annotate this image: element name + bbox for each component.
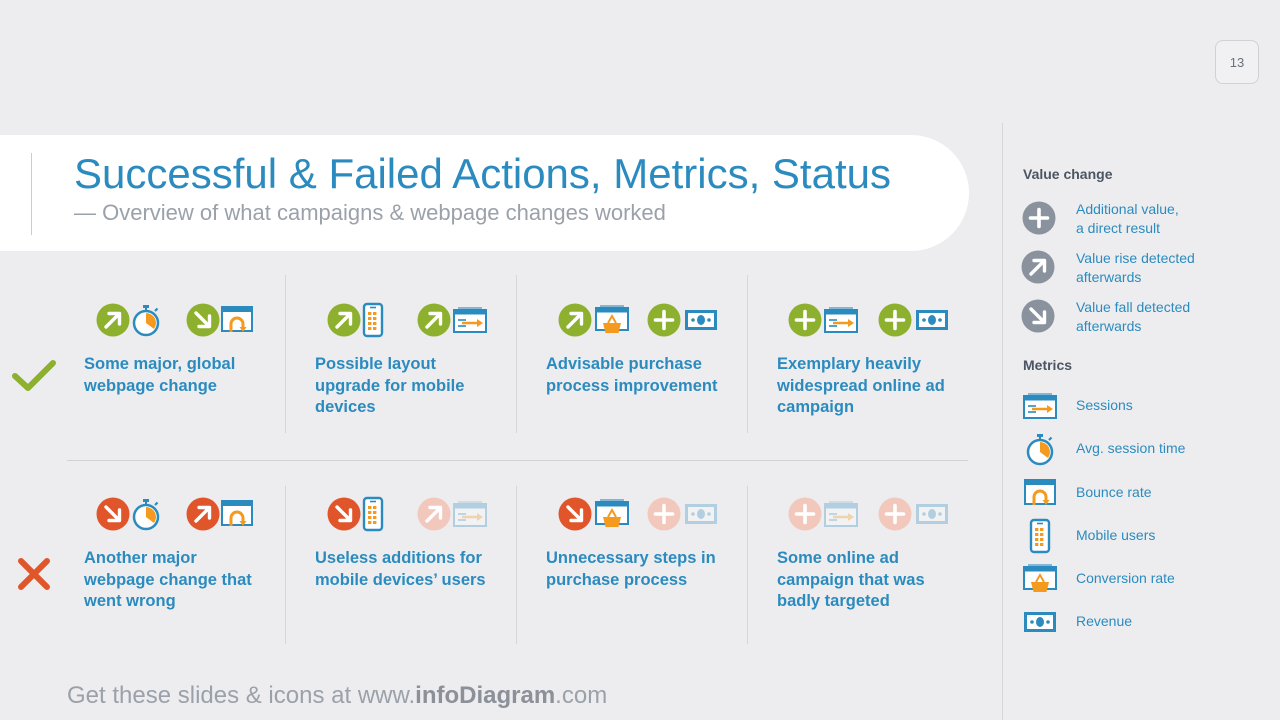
plus-icon bbox=[787, 496, 823, 532]
column-divider bbox=[516, 486, 517, 644]
plus-icon bbox=[646, 302, 682, 338]
fail-label: Some online ad campaign that was badly t… bbox=[777, 549, 925, 610]
sidebar-divider bbox=[1002, 123, 1003, 720]
arrow-down-right-icon bbox=[185, 302, 221, 338]
mobile-phone-icon bbox=[355, 302, 391, 338]
stopwatch-icon bbox=[128, 496, 164, 532]
mobile-phone-icon bbox=[1022, 518, 1058, 554]
banknote-icon bbox=[683, 496, 719, 532]
column-divider bbox=[516, 275, 517, 433]
footer-promo: Get these slides & icons at www.infoDiag… bbox=[67, 682, 607, 710]
sessions-icon bbox=[452, 302, 488, 338]
legend-label: Value fall detected afterwards bbox=[1076, 299, 1191, 334]
legend-label: Value rise detected afterwards bbox=[1076, 250, 1195, 285]
success-label: Exemplary heavily widespread online ad c… bbox=[777, 355, 945, 416]
column-divider bbox=[285, 486, 286, 644]
stopwatch-icon bbox=[1022, 431, 1058, 467]
legend-label: Revenue bbox=[1076, 613, 1133, 629]
banknote-icon bbox=[914, 302, 950, 338]
stopwatch-icon bbox=[128, 302, 164, 338]
banknote-icon bbox=[1022, 604, 1058, 640]
column-divider bbox=[747, 486, 748, 644]
bounce-rate-icon bbox=[1022, 475, 1058, 511]
arrow-up-right-icon bbox=[416, 496, 452, 532]
footer-suffix: .com bbox=[555, 682, 608, 709]
legend-label: Conversion rate bbox=[1076, 570, 1175, 586]
legend-metrics-heading: Metrics bbox=[1023, 357, 1073, 373]
plus-icon bbox=[787, 302, 823, 338]
bounce-rate-icon bbox=[219, 496, 255, 532]
arrow-down-right-icon bbox=[95, 496, 131, 532]
fail-label: Another major webpage change that went w… bbox=[84, 549, 252, 610]
conversion-basket-icon bbox=[594, 302, 630, 338]
banknote-icon bbox=[914, 496, 950, 532]
arrow-down-right-icon bbox=[1020, 298, 1056, 334]
arrow-up-right-icon bbox=[416, 302, 452, 338]
legend-label: Avg. session time bbox=[1076, 440, 1186, 456]
legend-item-revenue: Revenue bbox=[1020, 604, 1270, 644]
legend-item-value-fall: Value fall detected afterwards bbox=[1020, 298, 1270, 338]
plus-icon bbox=[1021, 200, 1057, 236]
row-divider bbox=[67, 460, 968, 461]
sessions-icon bbox=[452, 496, 488, 532]
legend-item-mobile-users: Mobile users bbox=[1020, 518, 1270, 558]
success-label: Some major, global webpage change bbox=[84, 355, 236, 395]
page-subtitle: — Overview of what campaigns & webpage c… bbox=[74, 200, 666, 225]
legend-label: Sessions bbox=[1076, 397, 1133, 413]
banknote-icon bbox=[683, 302, 719, 338]
arrow-up-right-icon bbox=[557, 302, 593, 338]
plus-icon bbox=[877, 302, 913, 338]
fail-label: Useless additions for mobile devices’ us… bbox=[315, 549, 486, 589]
title-banner bbox=[0, 135, 969, 251]
legend-label: Additional value, a direct result bbox=[1076, 201, 1179, 236]
column-divider bbox=[747, 275, 748, 433]
column-divider bbox=[285, 275, 286, 433]
footer-prefix: Get these slides & icons at www. bbox=[67, 682, 416, 709]
success-label: Advisable purchase process improvement bbox=[546, 355, 718, 395]
page-number: 13 bbox=[1215, 40, 1259, 84]
fail-label: Unnecessary steps in purchase process bbox=[546, 549, 716, 589]
arrow-up-right-icon bbox=[1020, 249, 1056, 285]
sessions-icon bbox=[823, 302, 859, 338]
legend-item-additional-value: Additional value, a direct result bbox=[1020, 200, 1270, 240]
page-title: Successful & Failed Actions, Metrics, St… bbox=[74, 150, 891, 197]
legend-item-conversion-rate: Conversion rate bbox=[1020, 561, 1270, 601]
success-label: Possible layout upgrade for mobile devic… bbox=[315, 355, 465, 416]
legend-label: Mobile users bbox=[1076, 527, 1156, 543]
plus-icon bbox=[877, 496, 913, 532]
legend-label: Bounce rate bbox=[1076, 484, 1152, 500]
plus-icon bbox=[646, 496, 682, 532]
conversion-basket-icon bbox=[1022, 561, 1058, 597]
sessions-icon bbox=[823, 496, 859, 532]
legend-item-bounce-rate: Bounce rate bbox=[1020, 475, 1270, 515]
footer-brand: infoDiagram bbox=[415, 682, 556, 709]
arrow-down-right-icon bbox=[557, 496, 593, 532]
legend-item-value-rise: Value rise detected afterwards bbox=[1020, 249, 1270, 289]
legend-item-session-time: Avg. session time bbox=[1020, 431, 1270, 471]
legend-value-change-heading: Value change bbox=[1023, 166, 1113, 182]
mobile-phone-icon bbox=[355, 496, 391, 532]
conversion-basket-icon bbox=[594, 496, 630, 532]
title-accent-line bbox=[31, 153, 32, 235]
arrow-up-right-icon bbox=[185, 496, 221, 532]
bounce-rate-icon bbox=[219, 302, 255, 338]
arrow-up-right-icon bbox=[95, 302, 131, 338]
cross-icon bbox=[18, 558, 50, 590]
sessions-icon bbox=[1022, 388, 1058, 424]
legend-item-sessions: Sessions bbox=[1020, 388, 1270, 428]
checkmark-icon bbox=[12, 360, 56, 391]
